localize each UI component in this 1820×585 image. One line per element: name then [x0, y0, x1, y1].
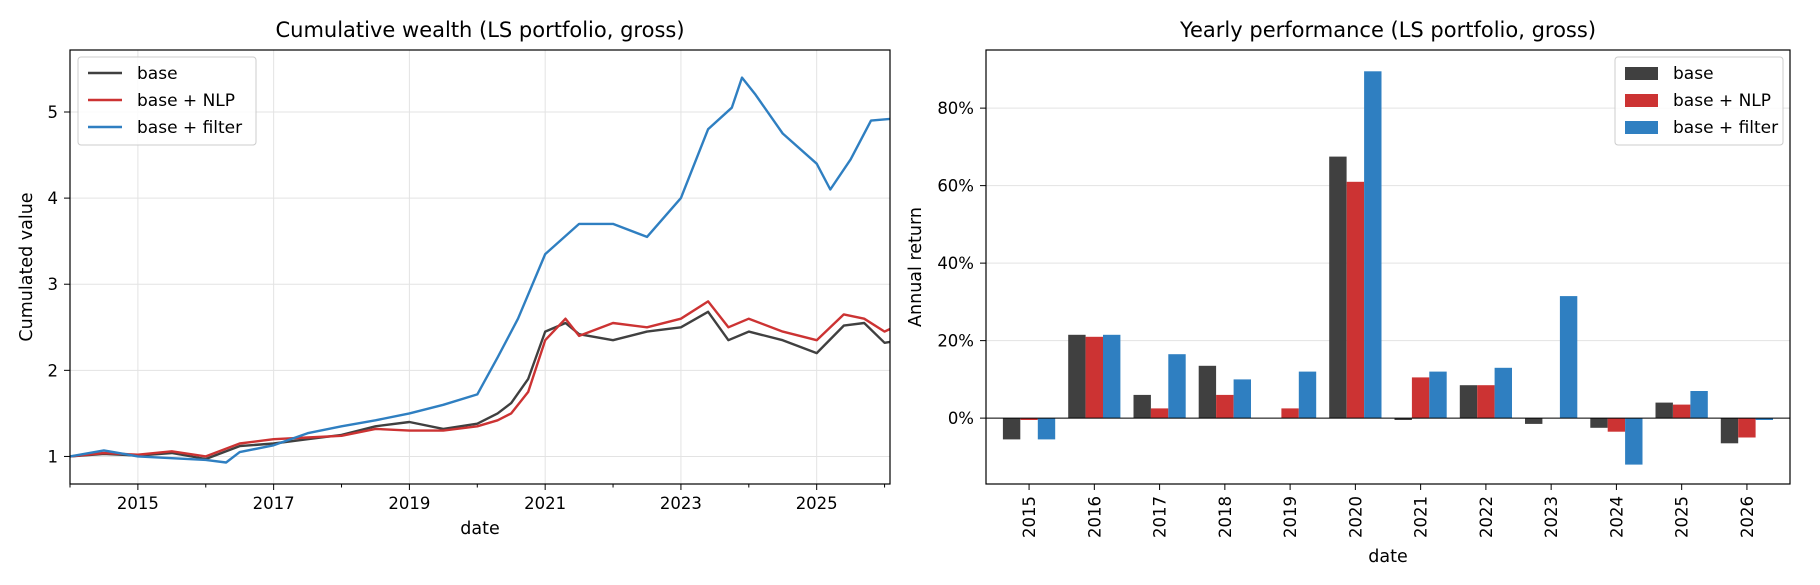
bar-base-2016 — [1068, 334, 1086, 419]
bar-tick-label-x-2017: 2017 — [1151, 496, 1170, 538]
line-tick-label-y-5: 5 — [48, 103, 59, 122]
line-series-base-nlp — [69, 300, 891, 458]
bar-base-filter-2018 — [1233, 379, 1251, 419]
bar-legend-label-base-filter: base + filter — [1673, 118, 1778, 138]
bar-tick-label-x-2025: 2025 — [1673, 496, 1692, 538]
bar-base-nlp-2018 — [1216, 394, 1234, 419]
bar-chart-x-label: date — [1368, 547, 1407, 567]
bar-tick-label-x-2018: 2018 — [1216, 496, 1235, 538]
bar-tick-label-x-2023: 2023 — [1542, 496, 1561, 538]
bar-tick-label-x-2016: 2016 — [1085, 496, 1104, 538]
line-chart-legend: base base + NLP base + filter — [77, 56, 257, 146]
bar-legend-swatch-base-filter — [1625, 121, 1658, 134]
bar-base-filter-2023 — [1559, 296, 1578, 419]
bar-base-2020 — [1329, 156, 1347, 419]
bar-legend-label-base: base — [1673, 64, 1714, 84]
bar-base-nlp-2024 — [1607, 418, 1626, 432]
line-tick-label-y-1: 1 — [48, 447, 59, 466]
bar-base-filter-2017 — [1168, 354, 1186, 419]
bar-chart-title: Yearly performance (LS portfolio, gross) — [1179, 18, 1596, 42]
bar-legend-label-base-nlp: base + NLP — [1673, 91, 1771, 111]
bar-base-filter-2022 — [1494, 367, 1512, 419]
line-tick-label-y-4: 4 — [48, 189, 59, 208]
bar-base-filter-2024 — [1625, 418, 1643, 465]
bar-tick-label-y-0: 0% — [948, 409, 974, 428]
line-tick-label-y-3: 3 — [48, 275, 59, 294]
bar-base-filter-2021 — [1429, 371, 1447, 419]
bar-base-filter-2015 — [1037, 418, 1056, 440]
bar-base-nlp-2017 — [1150, 408, 1169, 419]
line-tick-label-x-2015: 2015 — [117, 494, 159, 513]
bar-base-2024 — [1590, 418, 1608, 428]
bar-tick-label-x-2015: 2015 — [1020, 496, 1039, 538]
bar-base-filter-2019 — [1298, 371, 1317, 419]
line-chart-frame — [69, 49, 891, 485]
bar-base-filter-2016 — [1103, 334, 1121, 419]
line-chart-y-label: Cumulated value — [17, 192, 37, 341]
bar-base-2023 — [1525, 418, 1543, 424]
line-tick-label-x-2023: 2023 — [660, 494, 702, 513]
bar-base-nlp-2021 — [1411, 377, 1430, 419]
bar-base-nlp-2015 — [1020, 418, 1038, 420]
line-chart-x-label: date — [460, 519, 499, 539]
bar-tick-label-x-2021: 2021 — [1412, 496, 1431, 538]
line-series-base — [69, 310, 891, 461]
bar-base-nlp-2020 — [1346, 181, 1365, 419]
bar-tick-label-y-40: 40% — [937, 254, 974, 273]
line-series-base-filter — [69, 76, 891, 464]
line-legend-label-base-nlp: base + NLP — [137, 91, 235, 111]
bar-base-2025 — [1655, 402, 1673, 419]
bar-base-filter-2026 — [1755, 418, 1773, 420]
line-legend-label-base-filter: base + filter — [137, 118, 242, 138]
bar-base-nlp-2016 — [1085, 336, 1103, 419]
bar-chart-ticks: 0% 20% 40% 60% 80% 2015 2016 2017 2018 2019 2020 20… — [937, 99, 1757, 538]
bar-tick-label-x-2024: 2024 — [1607, 496, 1626, 538]
bar-tick-label-x-2020: 2020 — [1346, 496, 1365, 538]
cumulative-wealth-chart: Cumulative wealth (LS portfolio, gross) … — [17, 18, 891, 539]
yearly-performance-chart: Yearly performance (LS portfolio, gross)… — [906, 18, 1791, 567]
line-tick-label-x-2025: 2025 — [796, 494, 838, 513]
bar-base-2022 — [1459, 385, 1478, 419]
bar-base-2021 — [1394, 418, 1412, 420]
line-tick-label-y-2: 2 — [48, 361, 59, 380]
line-chart-title: Cumulative wealth (LS portfolio, gross) — [275, 18, 684, 42]
bar-legend-swatch-base-nlp — [1625, 94, 1658, 107]
line-tick-label-x-2019: 2019 — [388, 494, 430, 513]
line-tick-label-x-2021: 2021 — [524, 494, 566, 513]
bar-base-filter-2020 — [1364, 71, 1382, 419]
bar-base-nlp-2025 — [1673, 404, 1691, 419]
bar-legend-swatch-base — [1625, 67, 1658, 80]
bar-base-2026 — [1720, 418, 1739, 444]
bar-tick-label-x-2019: 2019 — [1281, 496, 1300, 538]
bar-base-2018 — [1198, 365, 1217, 419]
bar-base-2017 — [1133, 394, 1151, 419]
bar-base-nlp-2019 — [1281, 408, 1299, 419]
bar-base-2015 — [1002, 418, 1021, 440]
bar-chart-bars — [1002, 71, 1773, 465]
bar-base-nlp-2026 — [1738, 418, 1756, 438]
bar-base-filter-2025 — [1690, 391, 1708, 419]
line-legend-label-base: base — [137, 64, 178, 84]
bar-tick-label-x-2026: 2026 — [1738, 496, 1757, 538]
bar-tick-label-y-80: 80% — [937, 99, 974, 118]
bar-chart-frame — [985, 49, 1791, 485]
line-chart-ticks: 2015 2017 2019 2021 2023 2025 1 2 3 4 5 — [48, 103, 886, 513]
bar-tick-label-y-60: 60% — [937, 177, 974, 196]
bar-tick-label-x-2022: 2022 — [1477, 496, 1496, 538]
bar-base-nlp-2022 — [1477, 385, 1495, 419]
bar-tick-label-y-20: 20% — [937, 332, 974, 351]
bar-chart-legend: base base + NLP base + filter — [1614, 56, 1784, 146]
line-legend-box — [77, 56, 257, 146]
bar-chart-y-label: Annual return — [906, 207, 926, 327]
line-tick-label-x-2017: 2017 — [253, 494, 295, 513]
line-chart-series — [69, 76, 891, 464]
